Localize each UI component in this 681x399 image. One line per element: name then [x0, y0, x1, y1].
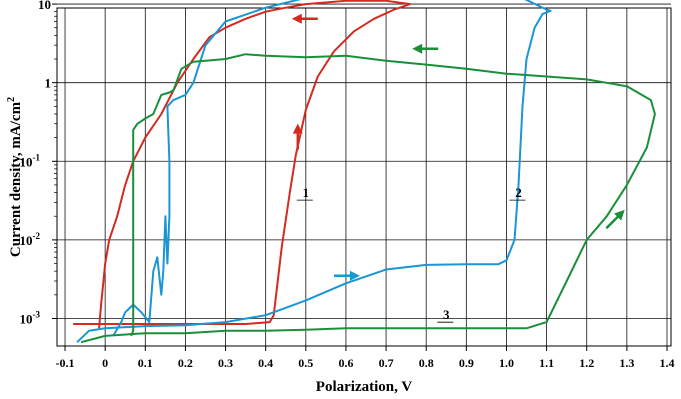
direction-arrow-1	[292, 123, 303, 150]
y-axis-label: Current density, mA/cm2	[6, 97, 24, 257]
grid-lines	[52, 3, 671, 351]
x-tick-label: 0	[102, 356, 108, 370]
series-line-2	[76, 0, 552, 343]
y-axis-label-superscript: 2	[6, 97, 17, 102]
x-tick-label: 0.6	[338, 356, 353, 370]
direction-arrow-1	[291, 13, 318, 24]
x-tick-label: 0.8	[419, 356, 434, 370]
x-axis-label: Polarization, V	[316, 379, 413, 395]
curve-label-2: 2	[515, 185, 522, 200]
x-tick-label: 1.4	[659, 356, 674, 370]
x-tick-label: 0.5	[298, 356, 313, 370]
x-tick-label: 1.0	[499, 356, 514, 370]
series-line-3	[80, 53, 656, 344]
direction-arrow-3	[412, 43, 439, 54]
y-tick-label: 1	[45, 76, 52, 91]
series-layer: 1 2 3	[73, 0, 656, 344]
x-tick-label: 1.2	[579, 356, 594, 370]
curve-label-3: 3	[443, 307, 450, 322]
y-tick-label: 10-2	[20, 231, 41, 248]
x-tick-label: 0.3	[218, 356, 233, 370]
arrow-head	[291, 13, 302, 24]
x-tick-label: 1.3	[619, 356, 634, 370]
x-tick-label: 0.2	[178, 356, 193, 370]
x-tick-label: 0.4	[258, 356, 273, 370]
x-tick-label: 0.9	[459, 356, 474, 370]
arrow-head	[412, 43, 423, 54]
arrow-head	[292, 123, 303, 134]
x-tick-label: 0.7	[379, 356, 394, 370]
y-tick-label: 10-3	[20, 309, 41, 326]
tick-labels: -0.1 0 0.1 0.2 0.3 0.4 0.5 0.6 0.7 0.8 0.9 1.0 1.1 1.…	[20, 0, 675, 370]
y-tick-label: 10-1	[20, 152, 41, 169]
curve-label-1: 1	[303, 185, 310, 200]
x-tick-label: -0.1	[56, 356, 75, 370]
direction-arrow-2	[333, 270, 360, 281]
arrow-head	[349, 270, 360, 281]
x-tick-label: 1.1	[539, 356, 554, 370]
y-tick-label: 10	[38, 0, 51, 12]
x-tick-label: 0.1	[138, 356, 153, 370]
y-axis-label-main: Current density, mA/cm	[8, 101, 24, 257]
direction-arrow-3	[605, 209, 625, 230]
plot-frame	[56, 7, 672, 347]
